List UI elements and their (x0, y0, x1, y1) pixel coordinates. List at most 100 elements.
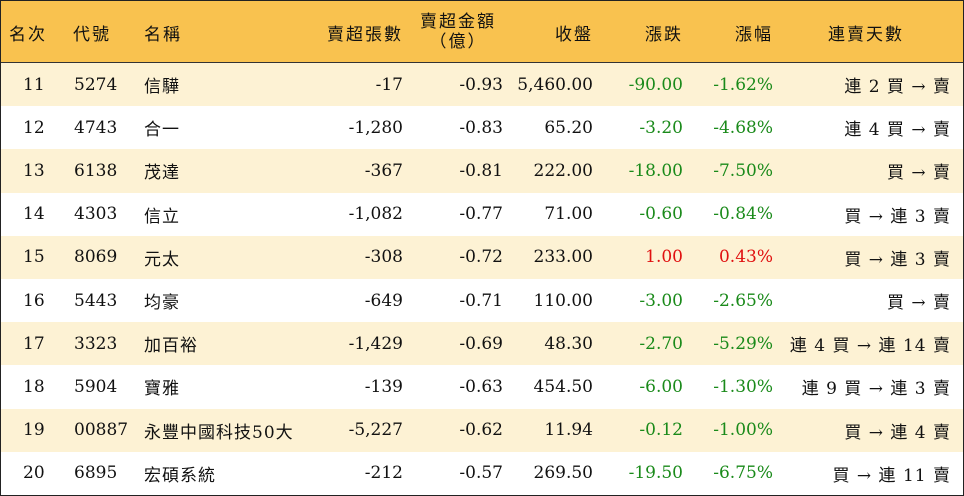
cell-rank: 17 (23, 333, 45, 354)
header-rank: 名次 (9, 24, 47, 45)
cell-pct: -1.00% (713, 420, 773, 441)
cell-rank: 12 (23, 117, 45, 138)
table-row: 12 4743 合一 -1,280 -0.83 65.20 -3.20 -4.68% 連 4 買… (1, 106, 963, 150)
cell-close: 65.20 (544, 117, 593, 138)
cell-streak: 買 → 連 11 賣 (832, 465, 951, 486)
cell-code: 8069 (74, 247, 118, 268)
header-pct: 漲幅 (735, 24, 773, 45)
cell-streak: 連 4 買 → 連 14 賣 (789, 336, 951, 357)
cell-rank: 11 (23, 74, 45, 95)
cell-pct: -6.75% (713, 463, 773, 484)
cell-sell-lots: -1,082 (348, 204, 403, 225)
cell-sell-amount: -0.63 (459, 376, 503, 397)
cell-pct: -7.50% (713, 160, 773, 181)
cell-change: -3.20 (639, 117, 683, 138)
cell-pct: -2.65% (713, 290, 773, 311)
cell-streak: 買 → 連 3 賣 (844, 206, 951, 227)
header-sell-amount: 賣超金額 （億） (413, 1, 503, 63)
cell-name: 信立 (144, 206, 180, 227)
cell-sell-amount: -0.62 (459, 420, 503, 441)
cell-sell-lots: -1,429 (348, 333, 403, 354)
header-name: 名稱 (144, 24, 182, 45)
table-header: 名次 代號 名稱 賣超張數 賣超金額 （億） 收盤 漲跌 漲幅 連賣天數 (1, 1, 963, 63)
cell-close: 222.00 (533, 160, 593, 181)
cell-code: 6895 (74, 463, 118, 484)
header-close: 收盤 (555, 24, 593, 45)
cell-close: 110.00 (533, 290, 593, 311)
cell-streak: 連 2 買 → 賣 (844, 77, 951, 98)
cell-name: 均豪 (144, 293, 180, 314)
cell-sell-lots: -367 (364, 160, 403, 181)
cell-sell-lots: -5,227 (348, 420, 403, 441)
cell-rank: 19 (23, 420, 45, 441)
cell-close: 269.50 (533, 463, 593, 484)
cell-name: 元太 (144, 249, 180, 270)
cell-close: 454.50 (533, 376, 593, 397)
cell-sell-amount: -0.81 (459, 160, 503, 181)
header-sell-amount-unit: （億） (429, 32, 487, 52)
cell-pct: -0.84% (713, 204, 773, 225)
cell-sell-amount: -0.93 (459, 74, 503, 95)
cell-rank: 15 (23, 247, 45, 268)
cell-sell-amount: -0.83 (459, 117, 503, 138)
cell-code: 5443 (74, 290, 118, 311)
cell-code: 4303 (74, 204, 118, 225)
cell-code: 00887 (74, 420, 129, 441)
cell-pct: -4.68% (713, 117, 773, 138)
table-row: 18 5904 寶雅 -139 -0.63 454.50 -6.00 -1.30% 連 9 買 … (1, 365, 963, 409)
cell-name: 永豐中國科技50大 (144, 422, 294, 443)
header-sell-lots: 賣超張數 (327, 24, 403, 45)
cell-rank: 13 (23, 160, 45, 181)
cell-sell-lots: -649 (364, 290, 403, 311)
cell-pct: -5.29% (713, 333, 773, 354)
cell-streak: 連 9 買 → 連 3 賣 (801, 379, 951, 400)
cell-streak: 連 4 買 → 賣 (844, 120, 951, 141)
cell-streak: 買 → 賣 (886, 293, 951, 314)
cell-sell-lots: -1,280 (348, 117, 403, 138)
cell-change: -2.70 (639, 333, 683, 354)
cell-rank: 18 (23, 376, 45, 397)
cell-code: 5274 (74, 74, 118, 95)
cell-sell-amount: -0.77 (459, 204, 503, 225)
header-code: 代號 (73, 24, 111, 45)
cell-name: 加百裕 (144, 336, 198, 357)
cell-streak: 買 → 賣 (886, 163, 951, 184)
table-row: 20 6895 宏碩系統 -212 -0.57 269.50 -19.50 -6.75% 買 →… (1, 451, 963, 495)
cell-pct: -1.30% (713, 376, 773, 397)
table-row: 14 4303 信立 -1,082 -0.77 71.00 -0.60 -0.84% 買 → 連… (1, 192, 963, 236)
cell-close: 11.94 (544, 420, 593, 441)
cell-name: 茂達 (144, 163, 180, 184)
cell-close: 71.00 (544, 204, 593, 225)
cell-code: 6138 (74, 160, 118, 181)
cell-sell-lots: -17 (375, 74, 403, 95)
cell-name: 宏碩系統 (144, 465, 216, 486)
cell-change: 1.00 (645, 247, 683, 268)
table-row: 16 5443 均豪 -649 -0.71 110.00 -3.00 -2.65% 買 → 賣 (1, 279, 963, 323)
cell-change: -18.00 (628, 160, 683, 181)
cell-name: 合一 (144, 120, 180, 141)
cell-name: 寶雅 (144, 379, 180, 400)
cell-code: 5904 (74, 376, 118, 397)
cell-sell-amount: -0.69 (459, 333, 503, 354)
cell-name: 信驊 (144, 77, 180, 98)
table-row: 17 3323 加百裕 -1,429 -0.69 48.30 -2.70 -5.29% 連 4 … (1, 322, 963, 366)
header-change: 漲跌 (645, 24, 683, 45)
cell-sell-amount: -0.72 (459, 247, 503, 268)
header-streak: 連賣天數 (828, 24, 904, 45)
cell-change: -90.00 (628, 74, 683, 95)
cell-sell-amount: -0.57 (459, 463, 503, 484)
table-row: 15 8069 元太 -308 -0.72 233.00 1.00 0.43% 買 → 連 3 … (1, 235, 963, 279)
cell-pct: -1.62% (713, 74, 773, 95)
cell-sell-amount: -0.71 (459, 290, 503, 311)
header-sell-amount-label: 賣超金額 (420, 12, 496, 32)
cell-rank: 14 (23, 204, 45, 225)
table-row: 13 6138 茂達 -367 -0.81 222.00 -18.00 -7.50% 買 → 賣 (1, 149, 963, 193)
cell-change: -6.00 (639, 376, 683, 397)
cell-sell-lots: -212 (364, 463, 403, 484)
cell-close: 48.30 (544, 333, 593, 354)
cell-code: 4743 (74, 117, 118, 138)
cell-streak: 買 → 連 3 賣 (844, 249, 951, 270)
cell-rank: 16 (23, 290, 45, 311)
cell-sell-lots: -308 (364, 247, 403, 268)
